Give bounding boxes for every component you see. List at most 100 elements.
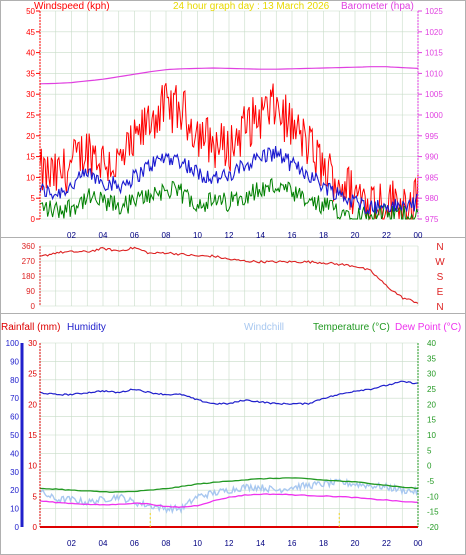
barometer-tick-label: 1010 <box>425 69 443 78</box>
top-x-tick-label: 08 <box>162 231 171 240</box>
top-x-tick-label: 06 <box>130 231 139 240</box>
dewpoint-axis-label: Dew Point (°C) <box>395 322 461 333</box>
windspeed-tick-label: 20 <box>26 132 35 141</box>
humidity-tick-label: 80 <box>10 376 19 385</box>
bottom-x-tick-label: 16 <box>288 539 297 548</box>
rain-tick-label: 30 <box>28 339 37 348</box>
windspeed-tick-label: 0 <box>31 215 36 224</box>
direction-tick-label: 270 <box>22 257 36 266</box>
direction-tick-label: 90 <box>26 287 35 296</box>
humidity-tick-label: 60 <box>10 413 19 422</box>
axes: 0510152025303540455097598098599099510001… <box>6 7 446 548</box>
top-x-tick-label: 02 <box>67 231 76 240</box>
humidity-tick-label: 10 <box>10 505 19 514</box>
barometer-tick-label: 995 <box>425 132 439 141</box>
bottom-x-tick-label: 10 <box>193 539 202 548</box>
humidity-tick-label: 0 <box>15 523 20 532</box>
temperature-axis-label: Temperature (°C) <box>313 322 390 333</box>
humidity-tick-label: 100 <box>6 339 20 348</box>
windspeed-tick-label: 30 <box>26 90 35 99</box>
compass-label: E <box>437 287 444 298</box>
rainfall-axis-label: Rainfall (mm) <box>1 322 60 333</box>
temperature-tick-label: 15 <box>427 416 436 425</box>
bottom-x-tick-label: 12 <box>225 539 234 548</box>
humidity-tick-label: 90 <box>10 357 19 366</box>
windspeed-tick-label: 15 <box>26 153 35 162</box>
direction-tick-label: 180 <box>22 272 36 281</box>
humidity-tick-label: 30 <box>10 468 19 477</box>
bottom-x-tick-label: 02 <box>67 539 76 548</box>
top-x-tick-label: 20 <box>351 231 360 240</box>
compass-label: S <box>437 272 444 283</box>
temperature-tick-label: 35 <box>427 354 436 363</box>
humidity-tick-label: 20 <box>10 486 19 495</box>
windspeed-low-line <box>39 177 419 221</box>
bottom-series <box>39 380 419 528</box>
windspeed-tick-label: 5 <box>31 194 36 203</box>
barometer-tick-label: 990 <box>425 153 439 162</box>
top-x-tick-label: 14 <box>256 231 265 240</box>
top-x-tick-label: 00 <box>414 231 423 240</box>
barometer-tick-label: 975 <box>425 215 439 224</box>
top-x-tick-label: 04 <box>99 231 108 240</box>
middle-grid <box>39 245 419 307</box>
windspeed-tick-label: 50 <box>26 7 35 16</box>
rain-tick-label: 15 <box>28 431 37 440</box>
temperature-tick-label: 40 <box>427 339 436 348</box>
compass-label: N <box>436 302 443 313</box>
barometer-tick-label: 1015 <box>425 49 443 58</box>
barometer-tick-label: 1025 <box>425 7 443 16</box>
windspeed-tick-label: 10 <box>26 173 35 182</box>
windchill-label: Windchill <box>244 322 284 333</box>
rain-tick-label: 10 <box>28 462 37 471</box>
rain-tick-label: 20 <box>28 400 37 409</box>
direction-tick-label: 360 <box>22 242 36 251</box>
rain-tick-label: 5 <box>33 492 38 501</box>
temperature-tick-label: -10 <box>427 492 439 501</box>
dewpoint-line <box>39 493 419 508</box>
bottom-x-tick-label: 00 <box>414 539 423 548</box>
bottom-x-tick-label: 14 <box>256 539 265 548</box>
wind-direction-line <box>39 246 419 304</box>
barometer-tick-label: 1020 <box>425 28 443 37</box>
barometer-tick-label: 980 <box>425 194 439 203</box>
humidity-tick-label: 70 <box>10 394 19 403</box>
top-x-tick-label: 10 <box>193 231 202 240</box>
compass-label: W <box>435 257 445 268</box>
temperature-tick-label: -15 <box>427 508 439 517</box>
bottom-x-tick-label: 06 <box>130 539 139 548</box>
rain-tick-label: 0 <box>33 523 38 532</box>
rain-tick-label: 25 <box>28 370 37 379</box>
temperature-tick-label: 10 <box>427 431 436 440</box>
windchill-line <box>39 477 419 515</box>
top-x-tick-label: 16 <box>288 231 297 240</box>
windspeed-gust-line <box>39 83 419 220</box>
barometer-tick-label: 1005 <box>425 90 443 99</box>
temperature-tick-label: 0 <box>427 462 432 471</box>
temperature-tick-label: 20 <box>427 400 436 409</box>
bottom-x-tick-label: 20 <box>351 539 360 548</box>
bottom-grid <box>39 342 419 528</box>
humidity-tick-label: 50 <box>10 431 19 440</box>
windspeed-tick-label: 40 <box>26 49 35 58</box>
middle-series <box>39 246 419 304</box>
temperature-tick-label: 25 <box>427 385 436 394</box>
temperature-tick-label: 5 <box>427 446 432 455</box>
top-series <box>39 66 419 221</box>
windspeed-average-line <box>39 145 419 215</box>
bottom-x-tick-label: 18 <box>319 539 328 548</box>
barometer-tick-label: 985 <box>425 173 439 182</box>
temperature-tick-label: -5 <box>427 477 435 486</box>
windspeed-axis-label: Windspeed (kph) <box>34 1 110 12</box>
windspeed-tick-label: 45 <box>26 28 35 37</box>
windspeed-tick-label: 25 <box>26 111 35 120</box>
humidity-axis-label: Humidity <box>67 322 106 333</box>
bottom-x-tick-label: 04 <box>99 539 108 548</box>
temperature-tick-label: -20 <box>427 523 439 532</box>
humidity-line <box>39 380 419 406</box>
bottom-x-tick-label: 08 <box>162 539 171 548</box>
top-grid <box>39 10 419 220</box>
